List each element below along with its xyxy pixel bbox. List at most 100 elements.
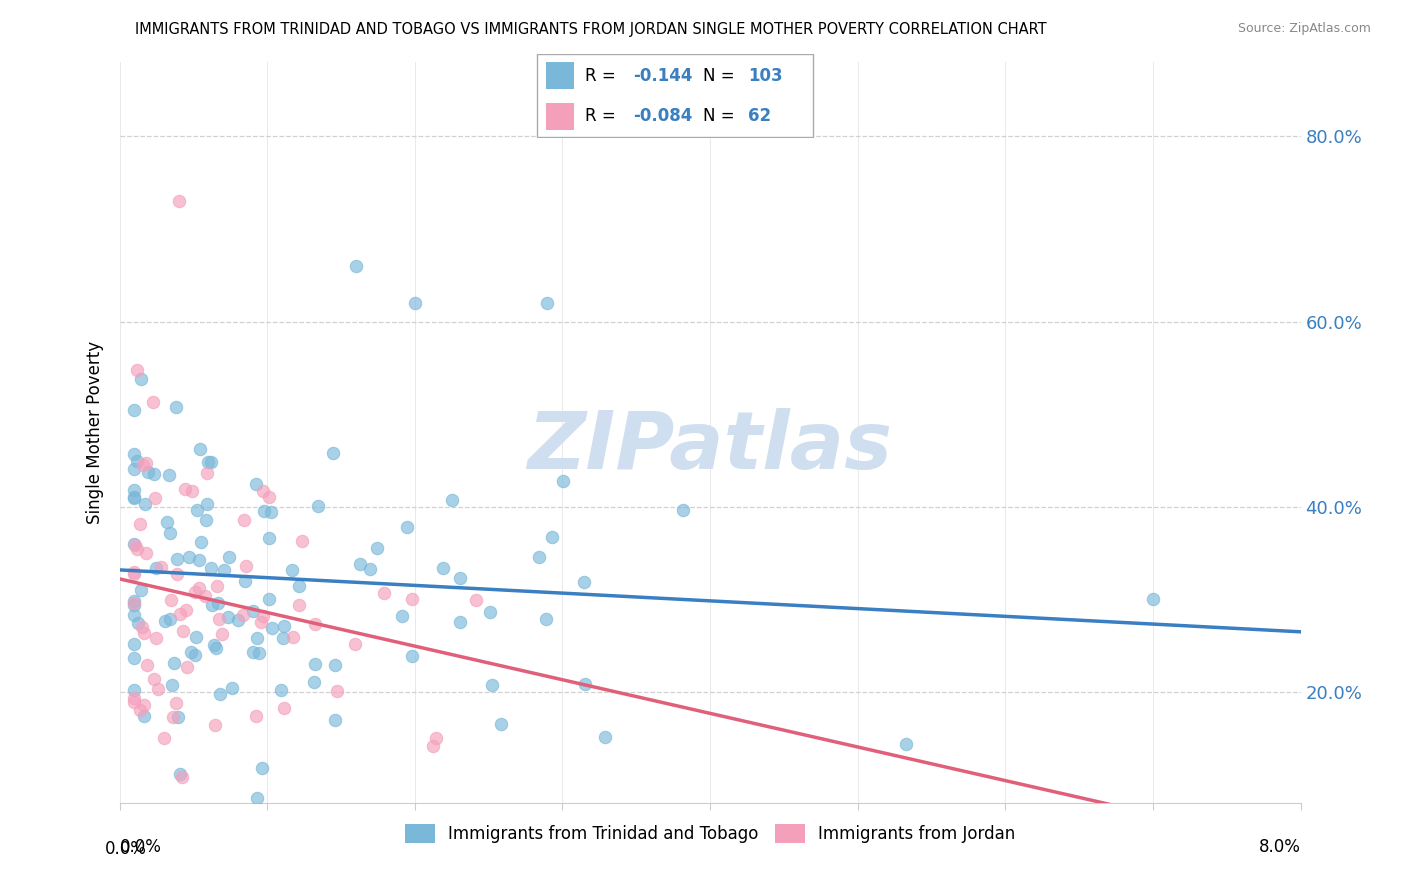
Point <box>129 372 152 386</box>
Point <box>233 574 256 589</box>
Point <box>249 615 271 629</box>
Point <box>527 550 550 565</box>
Point <box>208 687 231 701</box>
Point <box>200 455 222 469</box>
Point <box>190 535 212 549</box>
Point <box>124 565 146 579</box>
Point <box>134 498 156 512</box>
Point <box>135 657 157 672</box>
Point <box>432 561 454 575</box>
Point <box>242 605 264 619</box>
Point <box>574 676 596 690</box>
Point <box>401 592 423 607</box>
Point <box>247 646 270 660</box>
Point <box>242 645 264 659</box>
Text: N =: N = <box>703 107 740 125</box>
Text: R =: R = <box>585 107 621 125</box>
Point <box>138 466 160 480</box>
Point <box>129 703 152 717</box>
Point <box>167 710 190 724</box>
Point <box>197 455 219 469</box>
Point <box>323 713 346 727</box>
Point <box>221 681 243 695</box>
Point <box>551 474 574 488</box>
Point <box>572 574 595 589</box>
Point <box>124 483 146 498</box>
Point <box>195 497 218 511</box>
Point <box>422 739 444 753</box>
Point <box>124 690 146 705</box>
Point <box>479 606 502 620</box>
Point <box>142 394 165 409</box>
Point <box>281 563 304 577</box>
Point <box>323 657 346 672</box>
Point <box>233 513 256 527</box>
Point <box>212 563 235 577</box>
Point <box>401 649 423 664</box>
Point <box>142 673 165 687</box>
Point <box>159 612 181 626</box>
Point <box>124 596 146 610</box>
FancyBboxPatch shape <box>546 62 574 89</box>
Point <box>395 520 418 534</box>
Point <box>200 561 222 575</box>
Point <box>245 708 267 723</box>
Point <box>124 536 146 550</box>
Point <box>125 542 148 557</box>
Point <box>593 730 616 744</box>
Text: 103: 103 <box>748 67 783 85</box>
Point <box>134 698 156 712</box>
Point <box>359 562 381 576</box>
Point <box>1142 592 1164 607</box>
Point <box>134 626 156 640</box>
Text: -0.084: -0.084 <box>633 107 692 125</box>
Point <box>172 770 194 784</box>
Point <box>232 608 254 623</box>
Legend: Immigrants from Trinidad and Tobago, Immigrants from Jordan: Immigrants from Trinidad and Tobago, Imm… <box>398 817 1022 850</box>
Point <box>536 296 558 310</box>
Text: 0.0%: 0.0% <box>104 840 146 858</box>
Point <box>124 651 146 665</box>
Point <box>304 616 326 631</box>
Point <box>894 737 917 751</box>
Point <box>124 490 146 504</box>
Point <box>273 619 295 633</box>
Point <box>464 593 486 607</box>
Point <box>165 401 187 415</box>
Text: ZIPatlas: ZIPatlas <box>527 409 893 486</box>
Point <box>194 589 217 603</box>
Point <box>205 579 228 593</box>
Point <box>124 447 146 461</box>
Point <box>287 579 309 593</box>
Point <box>349 558 371 572</box>
Point <box>127 616 149 631</box>
Point <box>218 550 240 565</box>
Point <box>124 566 146 581</box>
Point <box>125 363 148 377</box>
Point <box>159 526 181 541</box>
Text: 62: 62 <box>748 107 770 125</box>
Point <box>257 591 280 606</box>
Point <box>245 476 267 491</box>
Point <box>534 612 557 626</box>
Text: R =: R = <box>585 67 621 85</box>
Point <box>166 551 188 566</box>
Point <box>307 499 329 513</box>
Point <box>195 513 218 527</box>
Point <box>127 453 149 467</box>
Text: -0.144: -0.144 <box>633 67 692 85</box>
Point <box>124 599 146 613</box>
Point <box>156 515 179 529</box>
Point <box>235 558 257 573</box>
Point <box>226 613 249 627</box>
Point <box>343 637 366 651</box>
Point <box>124 461 146 475</box>
Point <box>391 608 413 623</box>
Point <box>145 560 167 574</box>
Point <box>188 581 211 595</box>
Point <box>270 682 292 697</box>
Point <box>186 503 208 517</box>
Point <box>672 502 695 516</box>
Point <box>207 596 229 610</box>
Point <box>373 586 395 600</box>
